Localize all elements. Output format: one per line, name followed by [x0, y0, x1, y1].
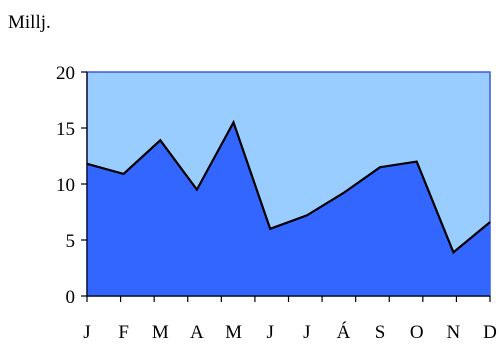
- x-tick-label: M: [225, 322, 242, 343]
- y-axis-unit-label: Millj.: [8, 12, 51, 33]
- x-tick-label: J: [83, 322, 90, 343]
- series-line: [86, 119, 491, 255]
- y-axis-ticks: 0 5 10 15 20: [56, 63, 87, 308]
- x-tick-label: D: [483, 322, 497, 343]
- x-tick-label: N: [446, 322, 460, 343]
- x-tick-label: A: [190, 322, 204, 343]
- y-tick-label: 20: [56, 63, 75, 84]
- x-tick-label: O: [410, 322, 424, 343]
- y-tick-label: 0: [66, 287, 76, 308]
- y-tick-label: 10: [56, 175, 75, 196]
- x-tick-label: J: [303, 322, 310, 343]
- x-tick-label: J: [266, 322, 273, 343]
- x-tick-label: S: [375, 322, 386, 343]
- x-tick-label: M: [152, 322, 169, 343]
- y-tick-label: 15: [56, 119, 75, 140]
- x-tick-label: F: [118, 322, 129, 343]
- x-tick-label: Á: [337, 321, 351, 343]
- y-tick-label: 5: [66, 231, 76, 252]
